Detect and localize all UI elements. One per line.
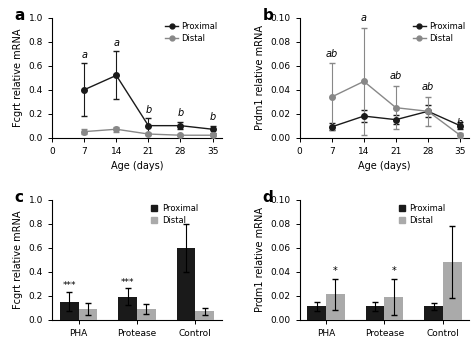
Text: b: b: [177, 108, 183, 118]
Text: b: b: [263, 8, 273, 23]
Bar: [366, 306, 384, 320]
Bar: [195, 311, 214, 320]
Legend: Proximal, Distal: Proximal, Distal: [150, 204, 198, 224]
Y-axis label: Prdm1 relative mRNA: Prdm1 relative mRNA: [255, 207, 265, 312]
Text: a: a: [361, 13, 367, 23]
Text: b: b: [145, 105, 152, 115]
Bar: [137, 309, 155, 320]
Text: a: a: [81, 50, 87, 60]
Bar: [60, 302, 79, 320]
Text: *: *: [392, 266, 396, 276]
Text: ab: ab: [390, 71, 402, 81]
X-axis label: Age (days): Age (days): [110, 161, 163, 171]
Text: a: a: [15, 8, 25, 23]
Bar: [177, 248, 195, 320]
Legend: Proximal, Distal: Proximal, Distal: [398, 204, 446, 224]
Text: c: c: [15, 190, 24, 205]
Bar: [384, 297, 403, 320]
Y-axis label: Fcgrt relative mRNA: Fcgrt relative mRNA: [13, 210, 23, 309]
Bar: [79, 309, 97, 320]
Text: ***: ***: [63, 281, 76, 290]
Legend: Proximal, Distal: Proximal, Distal: [413, 22, 465, 43]
Text: d: d: [263, 190, 273, 205]
Bar: [326, 294, 345, 320]
Bar: [424, 306, 443, 320]
Y-axis label: Prdm1 relative mRNA: Prdm1 relative mRNA: [255, 25, 265, 130]
Text: a: a: [113, 38, 119, 48]
Text: b: b: [210, 112, 216, 122]
Text: *: *: [333, 266, 338, 276]
Bar: [308, 306, 326, 320]
X-axis label: Age (days): Age (days): [358, 161, 411, 171]
Text: ***: ***: [121, 278, 134, 286]
Text: ab: ab: [422, 82, 434, 92]
Bar: [118, 297, 137, 320]
Text: b: b: [457, 118, 463, 128]
Bar: [443, 262, 462, 320]
Y-axis label: Fcgrt relative mRNA: Fcgrt relative mRNA: [13, 28, 23, 127]
Legend: Proximal, Distal: Proximal, Distal: [165, 22, 218, 43]
Text: ab: ab: [326, 48, 338, 59]
